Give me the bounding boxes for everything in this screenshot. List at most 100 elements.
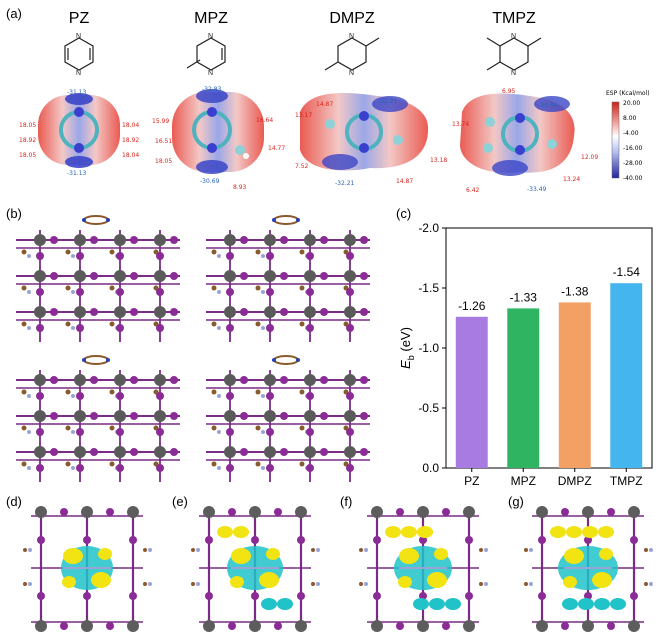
esp-value: -32.21: [335, 180, 355, 187]
pb-atom: [154, 306, 166, 318]
pb-atom: [344, 446, 356, 458]
i-atom: [228, 622, 236, 630]
i-atom: [50, 448, 58, 456]
cation-atom: [71, 430, 75, 434]
x-category-label: TMPZ: [610, 474, 643, 488]
y-axis-label: Eb (eV): [398, 327, 416, 369]
pb-atom: [114, 446, 126, 458]
i-atom: [60, 622, 68, 630]
charge-accumulation-lobe: [233, 526, 249, 538]
atom-n: N: [208, 70, 213, 77]
esp-value: 6.95: [502, 88, 516, 95]
i-atom: [346, 288, 354, 296]
i-atom: [630, 592, 638, 600]
cation-atom: [211, 461, 217, 467]
panel-label-e: (e): [172, 494, 188, 509]
i-atom: [130, 272, 138, 280]
charge-accumulation-lobe: [231, 548, 251, 564]
atom-n: N: [349, 70, 354, 77]
n-atom: [296, 358, 300, 362]
pb-atom: [628, 620, 640, 632]
adsorbed-molecule: [83, 355, 109, 365]
charge-accumulation-lobe: [563, 576, 577, 588]
pb-atom: [264, 446, 276, 458]
cation-atom: [27, 394, 31, 398]
charge-accumulation-lobe: [62, 576, 76, 588]
pb-atom: [249, 620, 261, 632]
i-atom: [76, 288, 84, 296]
n-atom: [272, 218, 276, 222]
charge-depletion-lobe: [413, 598, 429, 610]
esp-colorbar: [611, 101, 620, 179]
cation-atom: [109, 461, 115, 467]
pb-atom: [304, 306, 316, 318]
esp-value: 18.05: [155, 158, 173, 165]
i-atom: [156, 252, 164, 260]
esp-surface-dmpz: [300, 92, 429, 171]
pb-atom: [344, 374, 356, 386]
cation-atom: [649, 548, 653, 552]
i-atom: [116, 252, 124, 260]
cation-atom: [255, 461, 261, 467]
pb-atom: [224, 446, 236, 458]
cation-atom: [196, 548, 200, 552]
i-atom: [561, 508, 569, 516]
i-atom: [360, 412, 368, 420]
pb-atom: [34, 306, 46, 318]
i-atom: [50, 272, 58, 280]
i-atom: [205, 592, 213, 600]
cation-atom: [255, 425, 261, 431]
charge-density-dmpz: [359, 506, 488, 632]
slab-structure: [206, 215, 370, 342]
cation-atom: [191, 548, 195, 552]
pb-atom: [371, 506, 383, 518]
cation-atom: [21, 249, 27, 255]
i-atom: [116, 392, 124, 400]
pb-atom: [344, 234, 356, 246]
cation-atom: [364, 548, 368, 552]
charge-density-mpz: [191, 506, 320, 632]
pb-atom: [35, 620, 47, 632]
i-atom: [373, 592, 381, 600]
charge-depletion-lobe: [445, 598, 461, 610]
i-atom: [36, 288, 44, 296]
i-atom: [76, 392, 84, 400]
colorbar-tick: -16.00: [623, 145, 643, 152]
i-atom: [538, 592, 546, 600]
i-atom: [320, 448, 328, 456]
i-atom: [240, 412, 248, 420]
slab-structure: [206, 355, 370, 482]
i-atom: [37, 592, 45, 600]
pb-atom: [154, 270, 166, 282]
esp-value: 18.05: [19, 152, 37, 159]
i-atom: [251, 536, 259, 544]
esp-value: 18.05: [19, 122, 37, 129]
cation-atom: [65, 425, 71, 431]
i-atom: [266, 252, 274, 260]
charge-accumulation-lobe: [399, 548, 419, 564]
i-atom: [90, 448, 98, 456]
i-atom: [156, 324, 164, 332]
pb-atom: [203, 506, 215, 518]
charge-depletion-lobe: [578, 598, 594, 610]
charge-accumulation-lobe: [401, 526, 417, 538]
i-atom: [320, 272, 328, 280]
i-atom: [240, 376, 248, 384]
panel-label-d: (d): [6, 494, 22, 509]
cation-atom: [27, 430, 31, 434]
pb-atom: [344, 306, 356, 318]
cation-atom: [148, 548, 152, 552]
i-atom: [266, 288, 274, 296]
i-atom: [320, 412, 328, 420]
charge-accumulation-lobe: [259, 572, 279, 588]
cation-atom: [261, 326, 265, 330]
pb-atom: [264, 374, 276, 386]
esp-value: 8.93: [233, 184, 247, 191]
pb-atom: [114, 234, 126, 246]
pb-atom: [114, 374, 126, 386]
pb-atom: [81, 620, 93, 632]
i-atom: [205, 536, 213, 544]
cation-atom: [217, 466, 221, 470]
colorbar-tick: 8.00: [623, 115, 637, 122]
